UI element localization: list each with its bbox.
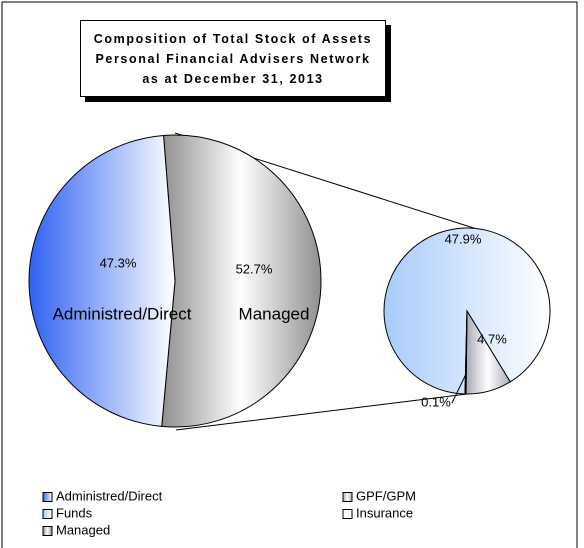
data-label: 0.1% [421, 394, 451, 409]
data-label: 4.7% [477, 331, 507, 346]
connector-line [175, 393, 468, 431]
legend-swatch [42, 492, 53, 502]
chart-title: Composition of Total Stock of Assets Per… [80, 20, 386, 97]
pie-slice [28, 134, 176, 427]
pie-slice [464, 310, 468, 395]
category-label: Managed [239, 304, 310, 323]
legend-label: GPF/GPM [356, 488, 416, 503]
legend-label: Funds [56, 505, 93, 520]
pie-slice [161, 134, 322, 428]
category-label: Administred/Direct [53, 304, 192, 323]
legend-label: Insurance [356, 505, 413, 520]
legend-label: Managed [56, 522, 110, 537]
legend-swatch [42, 526, 53, 536]
legend-label: Administred/Direct [56, 488, 163, 503]
legend-swatch [42, 509, 53, 519]
data-label: 52.7% [236, 261, 273, 276]
data-label: 47.3% [100, 255, 137, 270]
legend-swatch [342, 509, 353, 519]
legend-swatch [342, 492, 353, 502]
data-label: 47.9% [445, 231, 482, 246]
leader-line [451, 373, 467, 404]
